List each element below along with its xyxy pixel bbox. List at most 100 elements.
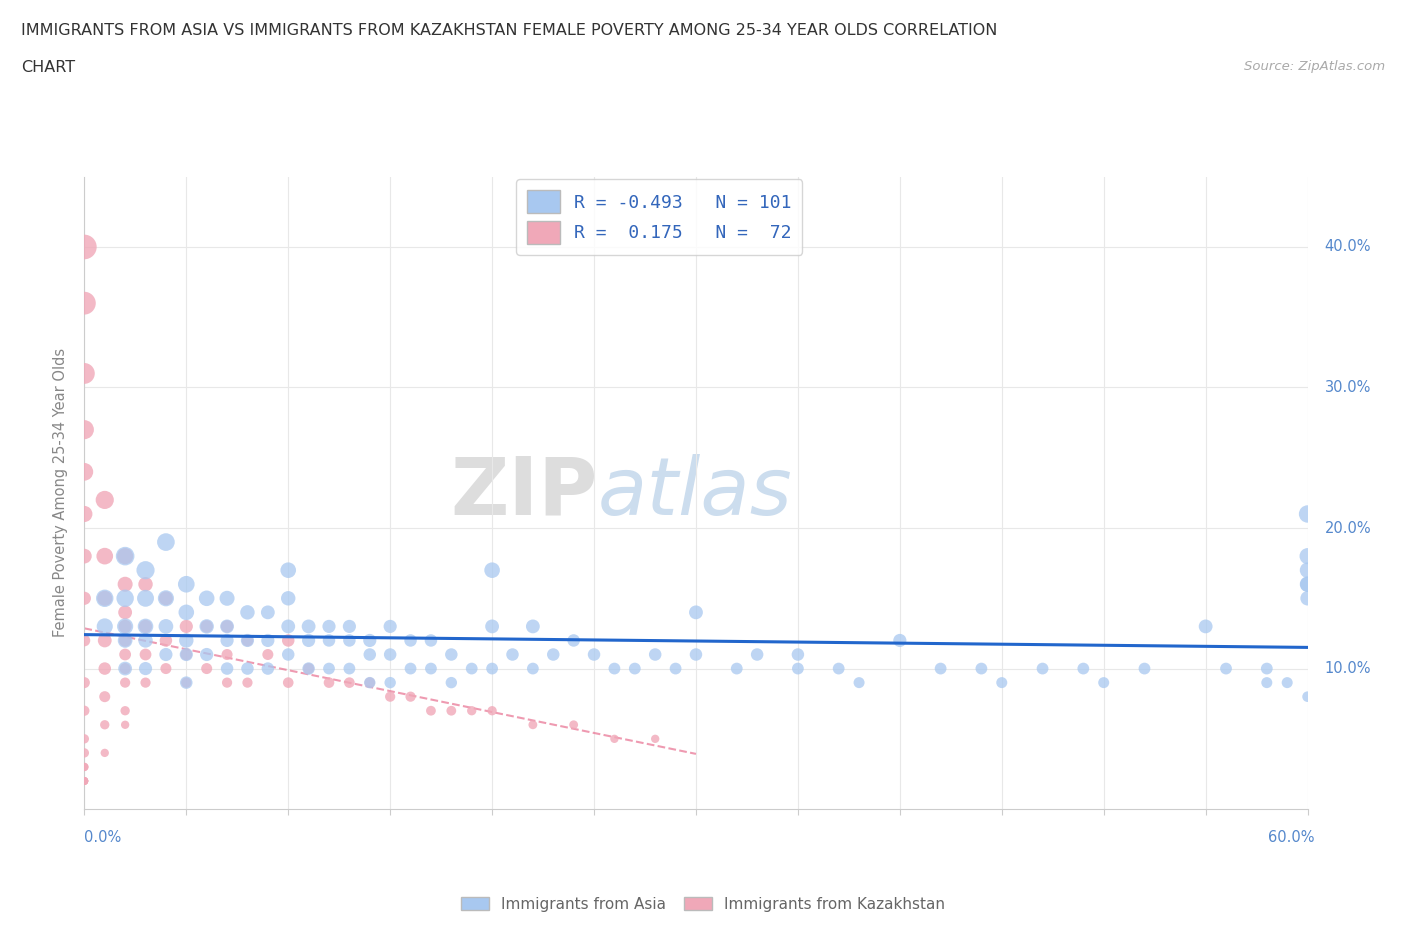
Point — [359, 647, 381, 662]
Point — [73, 774, 96, 789]
Point — [1296, 689, 1319, 704]
Point — [277, 675, 299, 690]
Point — [135, 619, 156, 634]
Point — [217, 661, 239, 676]
Point — [195, 619, 218, 634]
Point — [195, 647, 218, 662]
Point — [236, 604, 259, 619]
Point — [359, 675, 381, 690]
Point — [256, 633, 278, 648]
Point — [1256, 661, 1278, 676]
Point — [889, 633, 911, 648]
Point — [990, 675, 1012, 690]
Point — [114, 604, 136, 619]
Point — [93, 689, 115, 704]
Point — [73, 549, 96, 564]
Point — [114, 647, 136, 662]
Point — [135, 675, 156, 690]
Text: 10.0%: 10.0% — [1324, 661, 1371, 676]
Point — [73, 296, 96, 311]
Point — [73, 422, 96, 437]
Point — [481, 563, 503, 578]
Point — [378, 619, 402, 634]
Point — [522, 619, 544, 634]
Point — [73, 774, 96, 789]
Point — [378, 647, 402, 662]
Point — [399, 689, 422, 704]
Point — [786, 647, 808, 662]
Point — [73, 240, 96, 255]
Point — [644, 731, 666, 746]
Point — [174, 633, 197, 648]
Point — [93, 619, 115, 634]
Point — [827, 661, 849, 676]
Point — [93, 746, 115, 761]
Point — [135, 563, 156, 578]
Legend: R = -0.493   N = 101, R =  0.175   N =  72: R = -0.493 N = 101, R = 0.175 N = 72 — [516, 179, 803, 255]
Point — [236, 633, 259, 648]
Point — [1296, 507, 1319, 522]
Text: 40.0%: 40.0% — [1324, 239, 1371, 255]
Point — [217, 619, 239, 634]
Point — [318, 661, 340, 676]
Point — [399, 661, 422, 676]
Point — [277, 647, 299, 662]
Y-axis label: Female Poverty Among 25-34 Year Olds: Female Poverty Among 25-34 Year Olds — [53, 349, 69, 637]
Point — [174, 647, 197, 662]
Point — [155, 619, 177, 634]
Point — [277, 563, 299, 578]
Point — [277, 591, 299, 605]
Point — [543, 647, 565, 662]
Point — [73, 464, 96, 479]
Point — [318, 675, 340, 690]
Point — [73, 774, 96, 789]
Text: 30.0%: 30.0% — [1324, 380, 1371, 395]
Point — [114, 619, 136, 634]
Point — [603, 661, 626, 676]
Point — [93, 493, 115, 508]
Point — [195, 619, 218, 634]
Point — [848, 675, 870, 690]
Point — [277, 619, 299, 634]
Point — [93, 633, 115, 648]
Point — [359, 633, 381, 648]
Point — [970, 661, 993, 676]
Point — [420, 633, 443, 648]
Point — [440, 703, 463, 718]
Point — [786, 661, 808, 676]
Point — [114, 717, 136, 732]
Point — [460, 661, 484, 676]
Text: 60.0%: 60.0% — [1268, 830, 1315, 844]
Point — [1215, 661, 1237, 676]
Point — [114, 703, 136, 718]
Point — [217, 619, 239, 634]
Point — [73, 703, 96, 718]
Point — [378, 675, 402, 690]
Point — [93, 549, 115, 564]
Point — [93, 661, 115, 676]
Point — [236, 633, 259, 648]
Point — [1296, 591, 1319, 605]
Point — [174, 619, 197, 634]
Point — [1296, 577, 1319, 591]
Point — [378, 689, 402, 704]
Point — [481, 703, 503, 718]
Point — [339, 619, 360, 634]
Point — [1256, 675, 1278, 690]
Point — [174, 675, 197, 690]
Point — [685, 647, 707, 662]
Point — [318, 633, 340, 648]
Point — [1296, 577, 1319, 591]
Point — [236, 675, 259, 690]
Point — [1296, 549, 1319, 564]
Point — [745, 647, 768, 662]
Point — [114, 633, 136, 648]
Point — [481, 619, 503, 634]
Point — [174, 675, 197, 690]
Point — [135, 577, 156, 591]
Text: atlas: atlas — [598, 454, 793, 532]
Point — [155, 633, 177, 648]
Point — [135, 619, 156, 634]
Point — [93, 591, 115, 605]
Point — [114, 549, 136, 564]
